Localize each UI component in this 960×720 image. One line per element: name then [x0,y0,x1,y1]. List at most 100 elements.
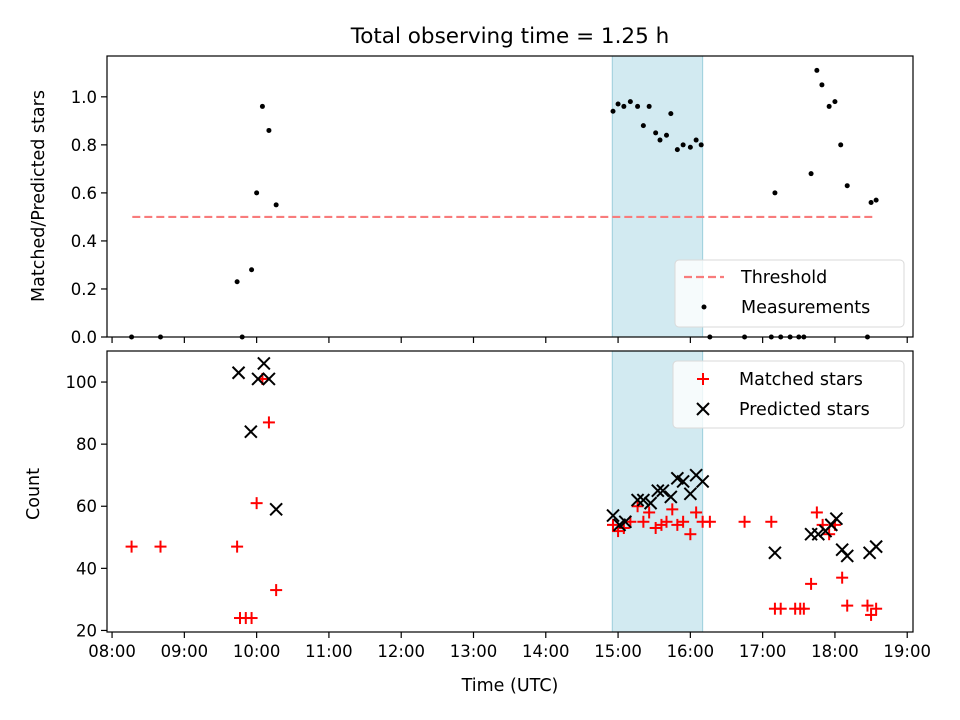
matched-star-point [690,506,703,519]
matched-star-point [245,612,258,625]
predicted-star-point [695,474,710,489]
matched-star-point [666,503,679,516]
bottom-legend: Matched stars Predicted stars [672,360,905,429]
matched-star-point [865,608,878,621]
measurement-point [664,132,670,138]
y-tick-label: 0.6 [71,184,97,203]
x-tick-label: 15:00 [594,642,642,661]
legend-threshold-label: Threshold [740,268,827,288]
matched-star-point [870,602,883,615]
measurement-point [838,142,844,148]
matched-star-point [797,602,810,615]
x-tick-label: 17:00 [739,642,787,661]
top-axes-frame [106,55,914,338]
y-tick-label: 0.0 [71,328,97,347]
matched-star-point [861,599,874,612]
measurement-point [819,82,825,88]
predicted-star-point [676,474,690,489]
bottom-plot-area [125,356,883,625]
measurement-point [844,183,850,189]
y-tick-label: 0.8 [71,136,97,155]
measurement-point [653,130,659,136]
top-plot-area [129,67,879,340]
matched-star-point [125,540,138,553]
bottom-legend-box [672,360,905,429]
bottom-x-axis: 08:00 09:00 10:00 11:00 12:00 13:00 14:00 15:00… [88,632,931,661]
measurement-point [808,171,814,177]
predicted-star-point [664,490,678,504]
predicted-star-point [811,527,826,541]
bottom-panel: 20 40 60 80 100 08:00 09:00 10:00 11:00 12:00 13:… [24,350,931,696]
predicted-star-point [244,425,258,439]
measurement-point [873,197,879,203]
bottom-y-axis: 20 40 60 80 100 [66,373,107,640]
matched-star-point [841,599,854,612]
measurement-point [266,127,272,133]
matched-star-point [250,497,263,510]
measurement-point [610,108,616,114]
matched-star-point [231,540,244,553]
predicted-star-point [618,515,633,529]
measurement-point [621,103,627,109]
top-x-axis-ticks [111,337,908,343]
y-tick-label: 100 [66,373,98,392]
matched-star-point [774,602,787,615]
predicted-star-point [840,549,854,563]
top-y-axis-label: Matched/Predicted stars [29,90,49,302]
x-tick-label: 19:00 [883,642,931,661]
measurement-point [693,137,699,143]
legend-matched-swatch [697,373,709,385]
matched-star-point [154,540,167,553]
measurement-point [674,147,680,153]
measurement-point [615,101,621,107]
predicted-star-point [656,484,670,498]
measurement-point [687,144,693,150]
matched-star-point [684,528,697,541]
predicted-star-point [651,484,665,498]
top-panel: 0.0 0.2 0.4 0.6 0.8 1.0 Matched/Predicted sta… [29,55,914,347]
measurement-point [814,67,820,73]
predicted-star-point [630,493,645,507]
x-tick-label: 18:00 [811,642,859,661]
measurement-point [259,103,265,109]
y-tick-label: 20 [76,621,97,640]
measurement-point [668,111,674,117]
x-axis-label: Time (UTC) [461,676,559,696]
matched-star-point [677,515,690,528]
measurement-point [627,99,633,105]
x-tick-label: 14:00 [522,642,570,661]
measurement-point [273,202,279,208]
measurement-point [826,103,832,109]
matched-star-point [270,584,283,597]
measurement-point [635,103,641,109]
matched-star-point [836,571,849,584]
matched-star-point [738,515,751,528]
x-tick-label: 11:00 [305,642,353,661]
predicted-star-point [606,508,620,523]
y-tick-label: 80 [76,435,97,454]
matched-star-point [262,416,275,429]
predicted-star-point [768,546,782,560]
measurement-point [254,190,260,196]
predicted-star-point [643,496,658,510]
top-legend-box [674,259,905,328]
predicted-star-point [262,372,276,386]
y-tick-label: 60 [76,497,97,516]
measurement-point [646,103,652,109]
legend-predicted-swatch [696,402,710,416]
matched-star-point [607,518,620,531]
matched-star-point [637,515,650,528]
legend-matched-label: Matched stars [739,370,863,390]
y-tick-label: 0.2 [71,280,97,299]
predicted-star-point [257,356,271,371]
matched-star-point [703,515,716,528]
legend-measurements-label: Measurements [741,298,870,318]
measurement-point [640,123,646,129]
measurement-point [698,142,704,148]
predicted-star-point [829,511,844,526]
chart-title: Total observing time = 1.25 h [350,24,670,49]
predicted-star-point [869,539,883,554]
x-tick-label: 16:00 [667,642,715,661]
predicted-star-point [683,487,698,501]
x-tick-label: 12:00 [377,642,425,661]
